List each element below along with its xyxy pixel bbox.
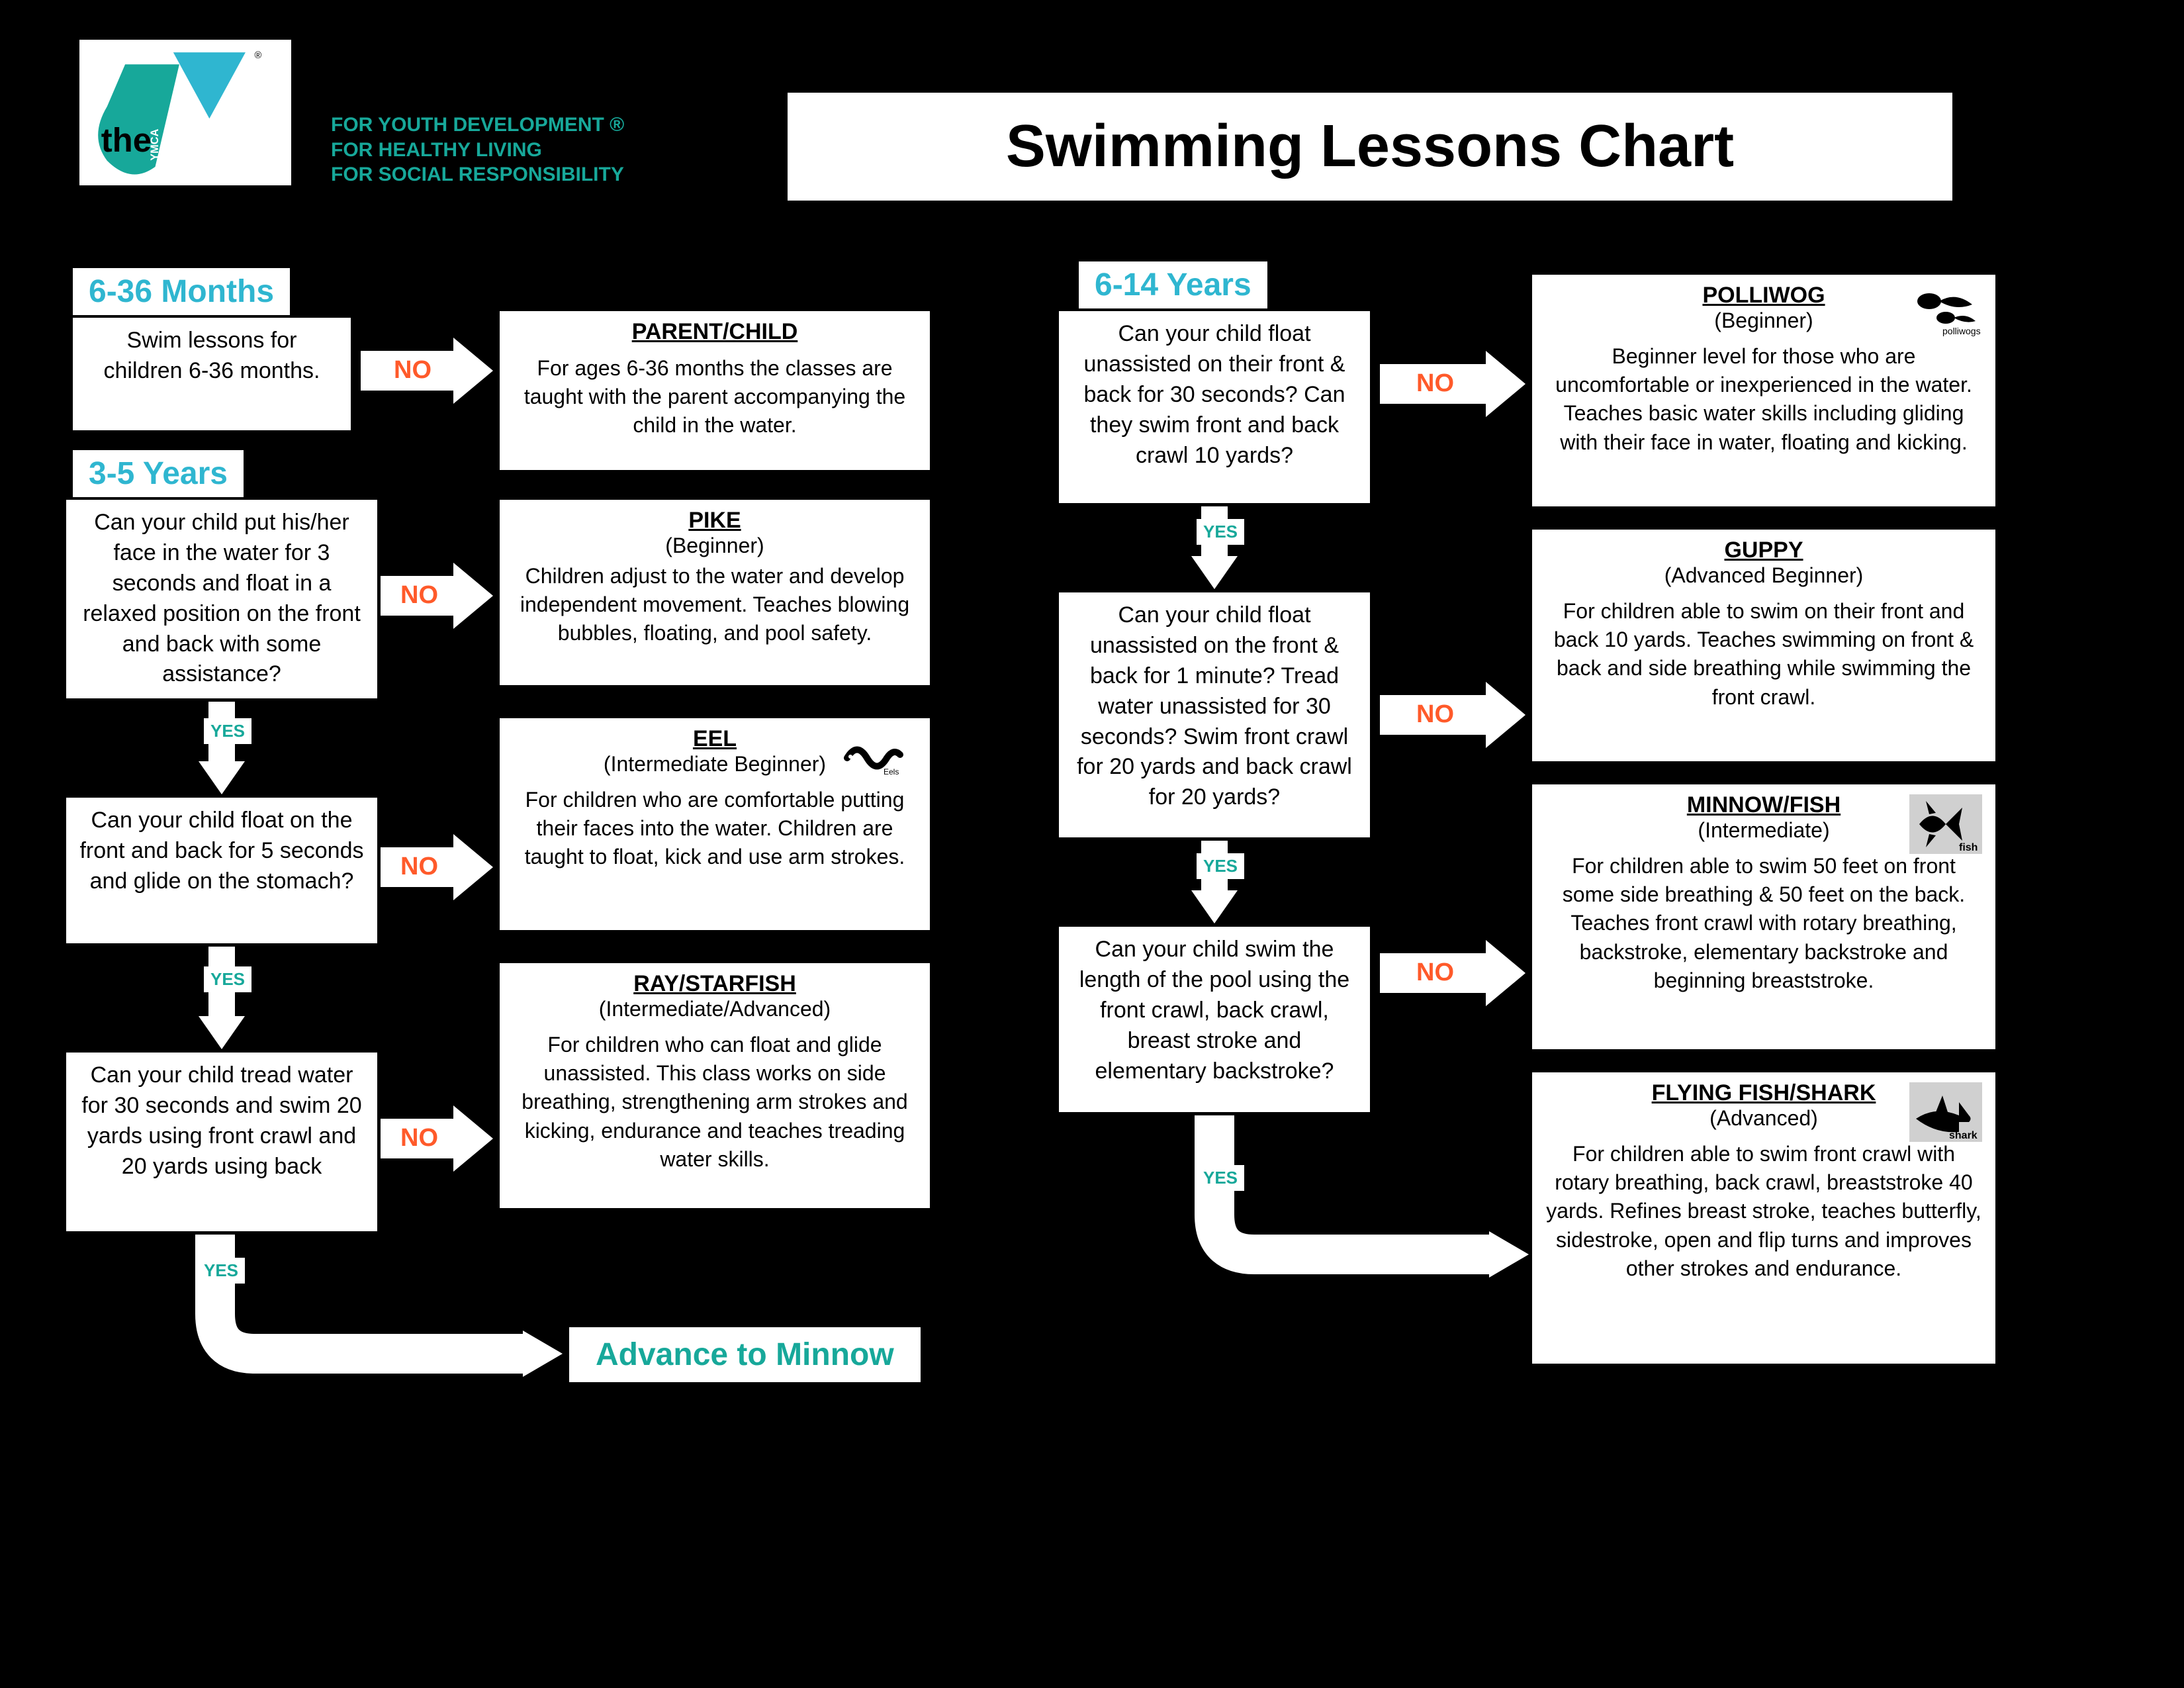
level-body: For children able to swim 50 feet on fro… xyxy=(1544,852,1983,995)
level-body: For children able to swim front crawl wi… xyxy=(1544,1140,1983,1283)
age-label-3-5: 3-5 Years xyxy=(73,450,244,497)
age-label-6-36: 6-36 Months xyxy=(73,268,290,315)
shark-icon: shark xyxy=(1909,1082,1982,1145)
level-eel: EEL (Intermediate Beginner) For children… xyxy=(500,718,930,930)
question-3-5-c: Can your child tread water for 30 second… xyxy=(66,1053,377,1231)
level-guppy: GUPPY (Advanced Beginner) For children a… xyxy=(1532,530,1995,761)
svg-text:®: ® xyxy=(255,50,262,61)
level-body: For children who are comfortable putting… xyxy=(512,786,918,872)
level-body: For children who can float and glide una… xyxy=(512,1031,918,1174)
eel-icon: Eels xyxy=(844,738,903,781)
no-label: NO xyxy=(400,1124,438,1152)
question-6-14-b: Can your child float unassisted on the f… xyxy=(1059,592,1370,837)
no-label: NO xyxy=(400,581,438,610)
arrow-yes-2 xyxy=(199,947,245,1049)
question-6-14-c: Can your child swim the length of the po… xyxy=(1059,927,1370,1112)
yes-label: YES xyxy=(204,718,251,744)
svg-text:shark: shark xyxy=(1949,1130,1978,1141)
age-label-6-14: 6-14 Years xyxy=(1079,261,1267,308)
level-sub: (Beginner) xyxy=(512,534,918,558)
tagline-line-1: FOR YOUTH DEVELOPMENT ® xyxy=(331,113,624,138)
level-pike: PIKE (Beginner) Children adjust to the w… xyxy=(500,500,930,685)
question-6-36: Swim lessons for children 6-36 months. xyxy=(73,318,351,430)
level-minnow-fish: MINNOW/FISH (Intermediate) For children … xyxy=(1532,784,1995,1049)
question-3-5-b: Can your child float on the front and ba… xyxy=(66,798,377,943)
yes-label: YES xyxy=(1197,519,1244,545)
page-title: Swimming Lessons Chart xyxy=(788,93,1952,201)
fish-icon: fish xyxy=(1909,794,1982,857)
level-flying-fish-shark: FLYING FISH/SHARK (Advanced) For childre… xyxy=(1532,1072,1995,1364)
ymca-logo: the YMCA ® xyxy=(79,40,291,185)
level-title: PARENT/CHILD xyxy=(512,319,918,345)
svg-text:polliwogs: polliwogs xyxy=(1942,326,1981,336)
svg-text:fish: fish xyxy=(1959,842,1978,853)
level-body: Beginner level for those who are uncomfo… xyxy=(1544,342,1983,457)
level-body: For children able to swim on their front… xyxy=(1544,597,1983,712)
question-6-14-a: Can your child float unassisted on their… xyxy=(1059,311,1370,503)
level-title: GUPPY xyxy=(1544,538,1983,563)
no-label: NO xyxy=(1416,700,1454,729)
level-sub: (Advanced Beginner) xyxy=(1544,563,1983,588)
tagline-line-3: FOR SOCIAL RESPONSIBILITY xyxy=(331,162,624,187)
arrow-yes-advance xyxy=(192,1235,563,1393)
level-body: For ages 6-36 months the classes are tau… xyxy=(512,354,918,440)
advance-to-minnow: Advance to Minnow xyxy=(569,1327,921,1382)
level-parent-child: PARENT/CHILD For ages 6-36 months the cl… xyxy=(500,311,930,470)
yes-label: YES xyxy=(204,966,251,992)
level-ray-starfish: RAY/STARFISH (Intermediate/Advanced) For… xyxy=(500,963,930,1208)
question-3-5-a: Can your child put his/her face in the w… xyxy=(66,500,377,698)
tagline-line-2: FOR HEALTHY LIVING xyxy=(331,138,624,163)
no-label: NO xyxy=(394,356,432,385)
level-title: PIKE xyxy=(512,508,918,534)
logo-the: the xyxy=(101,121,152,159)
arrow-yes-shark xyxy=(1191,1115,1529,1301)
level-title: RAY/STARFISH xyxy=(512,971,918,997)
no-label: NO xyxy=(1416,369,1454,398)
arrow-yes-1 xyxy=(199,702,245,794)
polliwog-icon: polliwogs xyxy=(1909,285,1982,341)
level-sub: (Intermediate/Advanced) xyxy=(512,997,918,1021)
yes-label: YES xyxy=(197,1258,245,1284)
yes-label: YES xyxy=(1197,853,1244,879)
svg-text:YMCA: YMCA xyxy=(149,128,161,160)
no-label: NO xyxy=(1416,959,1454,987)
svg-text:Eels: Eels xyxy=(884,767,899,776)
tagline: FOR YOUTH DEVELOPMENT ® FOR HEALTHY LIVI… xyxy=(331,113,624,187)
yes-label: YES xyxy=(1197,1165,1244,1191)
level-body: Children adjust to the water and develop… xyxy=(512,562,918,648)
no-label: NO xyxy=(400,853,438,881)
level-polliwog: POLLIWOG (Beginner) Beginner level for t… xyxy=(1532,275,1995,506)
